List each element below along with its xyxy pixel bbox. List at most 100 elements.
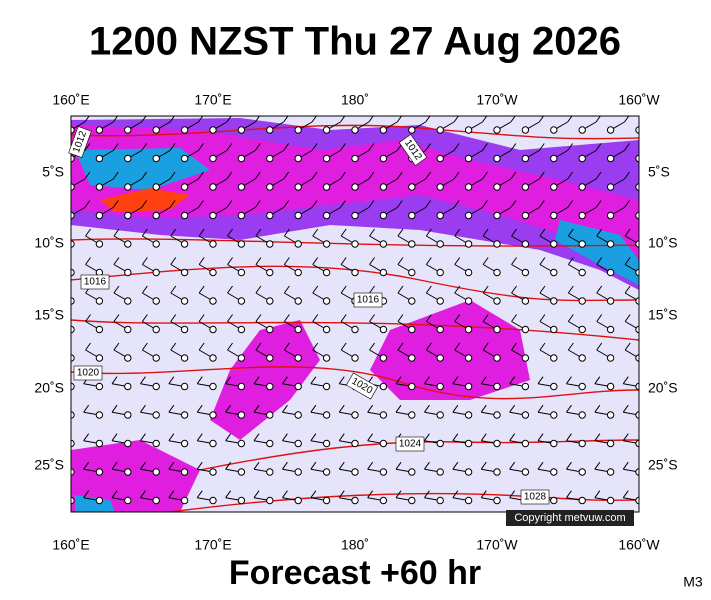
barb-feather	[397, 342, 404, 351]
station	[180, 325, 189, 334]
barb-feather	[566, 461, 572, 470]
station	[209, 382, 217, 391]
barb-feather	[594, 433, 601, 442]
station	[408, 354, 416, 362]
station	[322, 183, 331, 191]
station	[436, 297, 444, 305]
station	[464, 154, 473, 163]
station	[379, 211, 388, 220]
station	[464, 297, 473, 305]
station	[351, 126, 359, 134]
station	[521, 439, 530, 448]
station	[209, 154, 217, 163]
station	[379, 154, 388, 163]
barb-feather	[395, 404, 402, 413]
barb-feather	[310, 433, 317, 442]
barb-feather	[424, 433, 430, 442]
station	[436, 354, 444, 362]
station	[606, 439, 615, 448]
isobar-label-text: 1028	[524, 492, 547, 503]
station	[408, 126, 416, 134]
lat-label: 25˚S	[648, 457, 678, 473]
station	[464, 183, 473, 191]
barb-feather	[113, 342, 120, 351]
barb-feather	[425, 285, 432, 294]
station	[606, 325, 615, 334]
barb-feather	[596, 342, 603, 351]
station	[237, 211, 246, 220]
barb-feather	[112, 171, 119, 180]
station	[578, 297, 586, 305]
barb-feather	[169, 143, 176, 151]
lon-label: 170˚W	[476, 537, 518, 553]
barb-feather	[509, 433, 516, 442]
station	[493, 354, 501, 362]
station	[322, 154, 331, 163]
station	[294, 240, 302, 248]
barb-feather	[227, 314, 233, 322]
station	[550, 126, 558, 134]
station	[124, 468, 132, 476]
barb-feather	[85, 314, 91, 322]
station	[606, 126, 615, 134]
station	[606, 183, 615, 191]
station	[152, 354, 160, 362]
station	[351, 183, 359, 191]
barb-feather	[198, 200, 204, 208]
station	[322, 496, 331, 505]
barb-feather	[480, 461, 487, 470]
barb-feather	[566, 376, 572, 385]
barb-feather	[397, 257, 404, 265]
barb-feather	[282, 490, 288, 499]
station	[180, 268, 189, 277]
isobar-label-box	[345, 372, 379, 400]
station	[379, 468, 388, 476]
barb-feather	[141, 314, 148, 322]
barb-feather	[622, 376, 629, 385]
station	[521, 154, 530, 163]
barb-feather	[312, 314, 319, 322]
station	[550, 382, 558, 391]
station	[464, 468, 473, 476]
barb-feather	[141, 342, 148, 351]
station	[209, 126, 217, 134]
station	[266, 439, 274, 448]
barb-feather	[140, 433, 146, 442]
station	[408, 468, 416, 476]
station	[578, 268, 586, 277]
station	[294, 411, 302, 419]
station	[436, 240, 444, 248]
station	[152, 382, 160, 391]
barb-feather	[566, 404, 572, 413]
barb-feather	[141, 171, 148, 180]
barb-feather	[424, 490, 430, 499]
station	[550, 496, 558, 505]
barb-feather	[340, 285, 347, 294]
station	[379, 240, 388, 248]
barb-feather	[169, 171, 176, 180]
barb-feather	[653, 144, 658, 151]
station	[436, 268, 444, 277]
station	[493, 297, 501, 305]
barb-feather	[452, 376, 459, 385]
barb-feather	[396, 200, 403, 208]
station	[379, 439, 388, 448]
station	[464, 354, 473, 362]
barb-feather	[310, 490, 317, 499]
barb-feather	[594, 376, 601, 385]
title: 1200 NZST Thu 27 Aug 2026	[89, 20, 621, 64]
station	[124, 354, 132, 362]
barb-feather	[198, 228, 205, 237]
barb-feather	[482, 143, 488, 151]
station	[266, 468, 274, 476]
station	[493, 211, 501, 220]
station	[180, 496, 189, 505]
station	[408, 183, 416, 191]
station	[322, 468, 331, 476]
barb-feather	[83, 404, 90, 413]
station	[124, 183, 132, 191]
station	[322, 297, 331, 305]
station	[464, 325, 473, 334]
barb-feather	[594, 404, 601, 413]
barb-shaft	[638, 129, 639, 130]
